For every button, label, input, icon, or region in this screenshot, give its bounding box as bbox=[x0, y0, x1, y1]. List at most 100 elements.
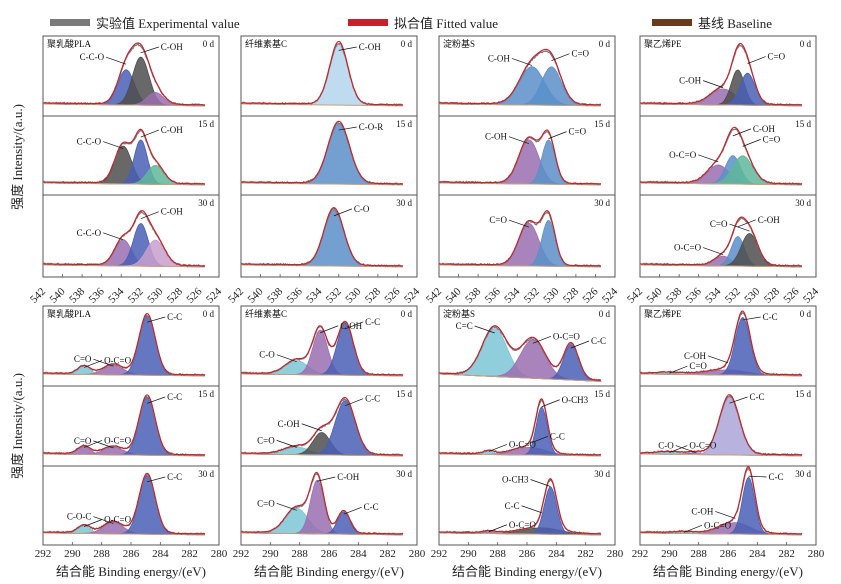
x-tick-label: 530 bbox=[145, 285, 166, 306]
peak-label: O-C=O bbox=[509, 439, 537, 449]
day-label: 0 d bbox=[203, 309, 215, 319]
x-tick-label: 290 bbox=[460, 548, 477, 560]
peak-label: C-C bbox=[167, 312, 182, 322]
peak-label: C-OH bbox=[161, 42, 183, 52]
panel-0-2: 30 d C-C-O C-OH bbox=[42, 194, 220, 278]
x-tick-label: 530 bbox=[742, 285, 763, 306]
day-label: 0 d bbox=[599, 39, 611, 49]
label-arrow bbox=[529, 435, 549, 444]
fitted-line bbox=[640, 465, 802, 535]
x-tick-label: 284 bbox=[350, 548, 367, 560]
x-tick-label: 280 bbox=[808, 548, 825, 560]
x-tick-label: 536 bbox=[285, 285, 306, 306]
label-arrow bbox=[147, 316, 166, 323]
fitted-line bbox=[43, 394, 205, 456]
peak-label: C-C-O bbox=[77, 228, 102, 238]
x-tick-label: 292 bbox=[35, 548, 52, 560]
x-axis-title-2: 结合能 Binding energy/(eV) bbox=[254, 564, 404, 579]
x-tick-label: 534 bbox=[703, 285, 724, 306]
label-arrow bbox=[532, 335, 551, 344]
panel-2-0: 0 d 淀粉基S C=C O-C=O C-C bbox=[438, 305, 616, 387]
legend-fitted: 拟合值 Fitted value bbox=[394, 16, 498, 31]
x-tick-label: 288 bbox=[489, 548, 506, 560]
label-arrow bbox=[140, 129, 159, 138]
fitted-line bbox=[241, 40, 403, 106]
x-tick-label: 292 bbox=[632, 548, 649, 560]
x-tick-label: 536 bbox=[483, 285, 504, 306]
x-tick-label: 288 bbox=[690, 548, 707, 560]
x-tick-label: 532 bbox=[723, 286, 743, 306]
fitted-line bbox=[241, 207, 403, 267]
baseline-line bbox=[639, 103, 802, 107]
peak-label: C-OH bbox=[488, 53, 510, 63]
x-tick-label: 526 bbox=[382, 285, 403, 306]
panel-frame bbox=[42, 194, 220, 278]
x-tick-label: 538 bbox=[67, 285, 88, 306]
peak-label: C-C bbox=[365, 394, 380, 404]
baseline-line bbox=[438, 182, 601, 186]
panel-1-1: 15 d C-O-R bbox=[240, 115, 418, 196]
panel-2-0: 0 d 淀粉基S C-OH C=O bbox=[438, 35, 616, 117]
label-arrow bbox=[715, 511, 736, 519]
day-label: 30 d bbox=[594, 198, 610, 208]
baseline-line bbox=[240, 453, 403, 457]
peak-label: C-O bbox=[354, 204, 370, 214]
fitted-line bbox=[439, 210, 601, 267]
x-tick-label: 524 bbox=[801, 285, 822, 306]
peak-label: C=C bbox=[456, 321, 473, 331]
panel-3-2: 30 d O-C=O C-OH C-C bbox=[639, 465, 817, 546]
x-tick-label: 286 bbox=[519, 548, 536, 560]
day-label: 0 d bbox=[599, 309, 611, 319]
fitted-line bbox=[439, 477, 601, 535]
peak-label: C=O bbox=[768, 52, 786, 62]
fitted-line bbox=[439, 129, 601, 185]
peak-label: C-O bbox=[658, 441, 674, 451]
x-tick-label: 282 bbox=[181, 548, 198, 560]
peak-label: C-OH bbox=[278, 419, 300, 429]
x-tick-label: 290 bbox=[661, 548, 678, 560]
peak-label: O-C=O bbox=[704, 520, 732, 530]
peak-label: O-C=O bbox=[669, 150, 697, 160]
fitted-line bbox=[640, 42, 802, 106]
y-axis-title-top: 强度 Intensity/(a.u.) bbox=[10, 104, 25, 210]
x-tick-label: 536 bbox=[87, 285, 108, 306]
label-arrow bbox=[276, 440, 297, 448]
label-arrow bbox=[147, 476, 166, 483]
day-label: 0 d bbox=[401, 309, 413, 319]
fitted-line bbox=[241, 471, 403, 535]
peak-label: C=O bbox=[710, 219, 728, 229]
label-arrow bbox=[675, 445, 696, 453]
panel-3-0: 0 d 聚乙烯PE C-OH C=O bbox=[639, 35, 817, 117]
day-label: 0 d bbox=[800, 309, 812, 319]
baseline-line bbox=[438, 532, 601, 536]
peak-label: C-C bbox=[505, 501, 520, 511]
baseline-line bbox=[42, 103, 205, 107]
label-arrow bbox=[683, 525, 703, 533]
baseline-line bbox=[42, 453, 205, 457]
label-arrow bbox=[702, 247, 724, 255]
peak-label: C=O bbox=[257, 435, 275, 445]
label-arrow bbox=[669, 445, 688, 453]
label-arrow bbox=[474, 325, 495, 334]
day-label: 30 d bbox=[594, 469, 610, 479]
label-arrow bbox=[508, 136, 530, 145]
label-arrow bbox=[83, 360, 103, 368]
x-tick-label: 286 bbox=[720, 548, 737, 560]
x-tick-label: 542 bbox=[424, 286, 444, 306]
x-tick-label: 280 bbox=[409, 548, 426, 560]
baseline-line bbox=[639, 532, 802, 536]
peak-label: C-C bbox=[591, 336, 606, 346]
legend: 实验值 Experimental value 拟合值 Fitted value … bbox=[50, 16, 772, 31]
peak-label: C-C bbox=[763, 312, 778, 322]
day-label: 0 d bbox=[401, 39, 413, 49]
day-label: 15 d bbox=[795, 389, 811, 399]
label-arrow bbox=[147, 396, 166, 404]
baseline-line bbox=[42, 264, 205, 268]
day-label: 0 d bbox=[800, 39, 812, 49]
peak-label: C=O bbox=[257, 498, 275, 508]
material-label: 聚乳酸PLA bbox=[47, 308, 92, 319]
label-arrow bbox=[343, 506, 362, 515]
peak-label: C-OH bbox=[485, 132, 507, 142]
label-arrow bbox=[93, 516, 114, 524]
panel-0-0: 0 d 聚乳酸PLA O-C=O C=O C-C bbox=[42, 305, 220, 387]
